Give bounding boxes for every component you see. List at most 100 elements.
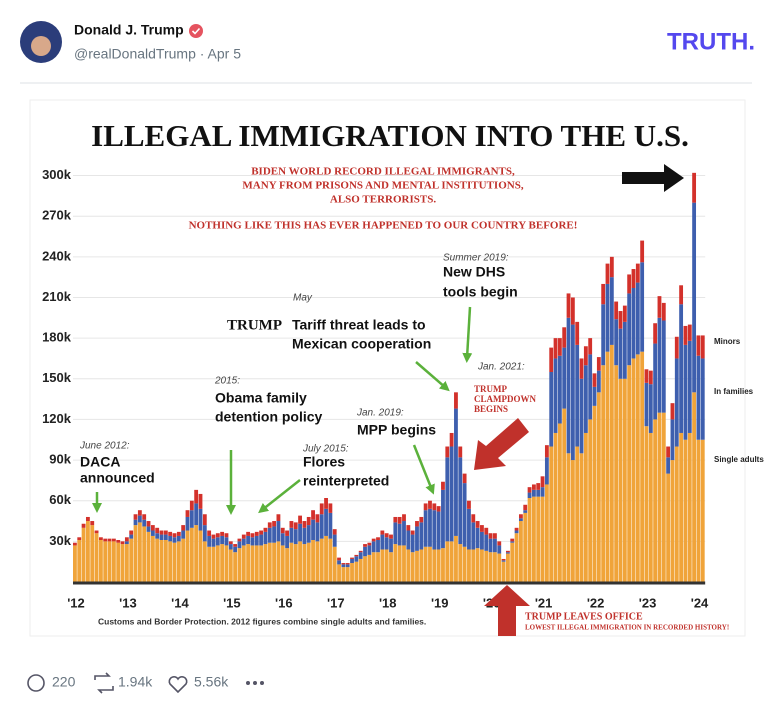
x-tick-label: '16 bbox=[275, 595, 293, 610]
bar-segment bbox=[514, 533, 519, 582]
red-arrow-up bbox=[484, 585, 530, 636]
bar-segment bbox=[657, 296, 662, 318]
more-button[interactable] bbox=[246, 681, 264, 685]
bar-segment bbox=[661, 320, 666, 413]
author-name[interactable]: Donald J. Trump bbox=[74, 22, 184, 38]
bar-segment bbox=[614, 365, 619, 582]
bar-segment bbox=[302, 521, 307, 528]
bar-segment bbox=[263, 544, 268, 582]
bar-segment bbox=[402, 521, 406, 546]
bar-segment bbox=[324, 508, 328, 536]
bar-segment bbox=[163, 534, 168, 540]
bar-segment bbox=[103, 538, 108, 542]
bar-segment bbox=[419, 516, 424, 523]
bar-segment bbox=[337, 560, 341, 565]
bar-segment bbox=[462, 483, 467, 547]
bar-segment bbox=[514, 530, 519, 534]
bar-segment bbox=[384, 537, 389, 550]
bar-segment bbox=[285, 548, 289, 582]
bar-segment bbox=[259, 530, 264, 535]
bar-segment bbox=[332, 546, 337, 582]
bar-segment bbox=[85, 516, 90, 522]
bar-segment bbox=[345, 563, 350, 565]
bar-segment bbox=[298, 523, 302, 542]
bar-segment bbox=[380, 534, 385, 550]
annotation: ALSO TERRORISTS. bbox=[330, 194, 436, 206]
bar-segment bbox=[77, 537, 82, 540]
bar-segment bbox=[137, 522, 142, 582]
bar-segment bbox=[536, 496, 541, 582]
bar-segment bbox=[557, 355, 562, 424]
bar-segment bbox=[454, 408, 458, 536]
bar-segment bbox=[155, 527, 160, 534]
bar-segment bbox=[189, 510, 194, 528]
x-tick-label: '14 bbox=[171, 595, 189, 610]
bar-segment bbox=[480, 525, 484, 532]
bar-segment bbox=[397, 516, 402, 524]
bar-segment bbox=[601, 365, 606, 582]
bar-segment bbox=[523, 510, 528, 513]
annotation: announced bbox=[80, 470, 155, 486]
bar-segment bbox=[687, 324, 692, 341]
bar-segment bbox=[367, 545, 372, 555]
bar-segment bbox=[441, 481, 445, 490]
bar-segment bbox=[207, 535, 212, 547]
bar-segment bbox=[428, 546, 432, 582]
bar-segment bbox=[493, 538, 497, 553]
bar-segment bbox=[666, 457, 671, 474]
annotation: MANY FROM PRISONS AND MENTAL INSTITUTION… bbox=[242, 180, 523, 192]
bar-segment bbox=[358, 550, 363, 553]
bar-segment bbox=[471, 549, 476, 582]
bar-segment bbox=[302, 527, 307, 545]
bar-segment bbox=[397, 545, 402, 582]
bar-segment bbox=[168, 535, 173, 542]
x-tick-label: '23 bbox=[639, 595, 657, 610]
bar-segment bbox=[631, 288, 636, 359]
bar-segment bbox=[202, 514, 207, 526]
bar-segment bbox=[350, 558, 354, 564]
bar-segment bbox=[410, 534, 415, 553]
reply-icon[interactable] bbox=[27, 674, 45, 692]
bar-segment bbox=[696, 335, 701, 356]
bar-segment bbox=[337, 557, 341, 561]
bar-segment bbox=[328, 512, 333, 539]
bar-segment bbox=[406, 549, 411, 582]
bar-segment bbox=[220, 544, 225, 582]
annotation: TRUMP LEAVES OFFICE bbox=[525, 611, 643, 622]
bar-segment bbox=[402, 545, 406, 582]
bar-segment bbox=[506, 553, 510, 582]
bar-segment bbox=[181, 538, 186, 582]
like-icon[interactable] bbox=[168, 675, 188, 694]
annotation: tools begin bbox=[443, 284, 518, 300]
bar-segment bbox=[77, 540, 82, 582]
bar-segment bbox=[441, 548, 445, 582]
bar-segment bbox=[683, 439, 688, 582]
bar-segment bbox=[215, 545, 220, 582]
y-tick-label: 270k bbox=[42, 208, 72, 223]
bar-segment bbox=[289, 527, 294, 543]
bar-segment bbox=[215, 533, 220, 538]
bar-segment bbox=[259, 545, 264, 582]
bar-segment bbox=[289, 521, 294, 528]
bar-segment bbox=[679, 432, 684, 582]
bar-segment bbox=[146, 521, 151, 527]
repost-icon[interactable] bbox=[94, 672, 114, 694]
bar-segment bbox=[622, 321, 627, 379]
bar-segment bbox=[185, 530, 190, 582]
bar-segment bbox=[259, 534, 264, 546]
annotation: Jan. 2019: bbox=[356, 408, 404, 419]
bar-segment bbox=[150, 535, 155, 582]
author-handle[interactable]: @realDonaldTrump · Apr 5 bbox=[74, 46, 241, 62]
bar-segment bbox=[683, 325, 688, 345]
logo[interactable]: TRUTH. bbox=[667, 28, 755, 55]
bar-segment bbox=[579, 358, 584, 379]
bar-segment bbox=[609, 344, 614, 582]
bar-segment bbox=[358, 552, 363, 559]
bar-segment bbox=[389, 552, 393, 582]
annotation: detention policy bbox=[215, 409, 323, 425]
bar-segment bbox=[341, 564, 346, 568]
bar-segment bbox=[583, 346, 588, 366]
bar-segment bbox=[202, 541, 207, 582]
annotation: LOWEST ILLEGAL IMMIGRATION IN RECORDED H… bbox=[525, 624, 729, 632]
